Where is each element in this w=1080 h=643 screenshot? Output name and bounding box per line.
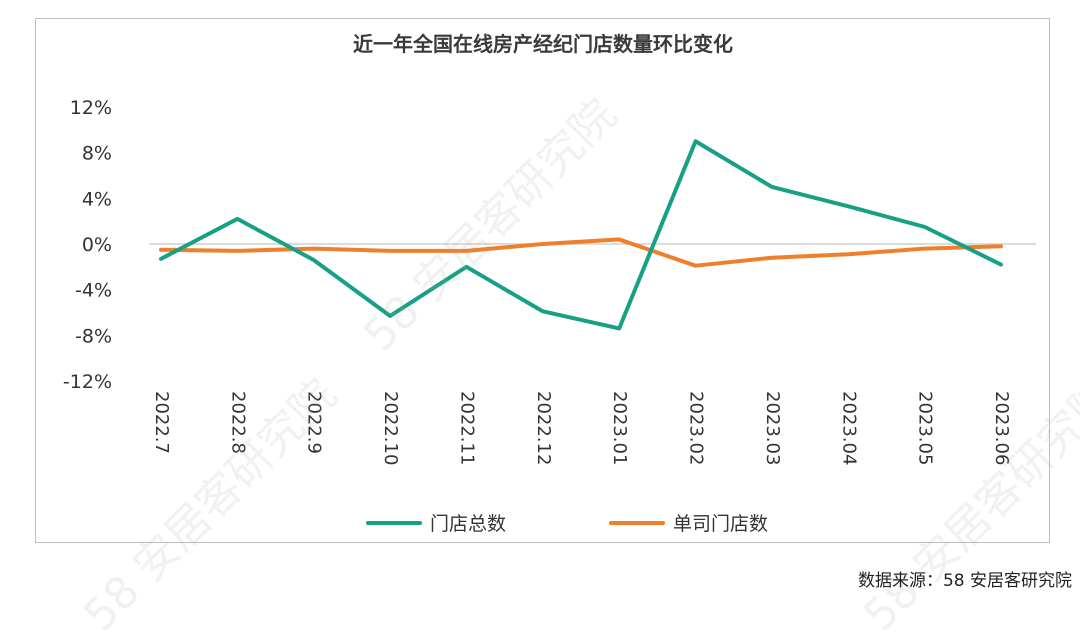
x-tick-label: 2022.10 bbox=[380, 391, 401, 465]
x-tick-label: 2023.03 bbox=[762, 391, 783, 465]
x-tick-label: 2022.7 bbox=[151, 391, 172, 454]
y-tick-label: 0% bbox=[82, 234, 112, 256]
x-tick-label: 2023.06 bbox=[991, 391, 1012, 465]
x-tick-label: 2023.01 bbox=[609, 391, 630, 465]
y-tick-label: -12% bbox=[63, 371, 112, 393]
y-tick-label: -4% bbox=[75, 280, 112, 302]
series-lines bbox=[161, 141, 1001, 328]
y-tick-label: 8% bbox=[82, 143, 112, 165]
chart-title: 近一年全国在线房产经纪门店数量环比变化 bbox=[353, 32, 733, 56]
x-tick-label: 2022.8 bbox=[227, 391, 248, 454]
y-tick-label: 4% bbox=[82, 188, 112, 210]
y-tick-label: -8% bbox=[75, 325, 112, 347]
legend-label: 单司门店数 bbox=[673, 513, 768, 535]
y-tick-label: 12% bbox=[70, 97, 112, 119]
series-line bbox=[161, 141, 1001, 328]
legend: 门店总数 单司门店数 bbox=[368, 513, 768, 535]
x-tick-label: 2022.12 bbox=[533, 391, 554, 465]
x-tick-label: 2023.02 bbox=[686, 391, 707, 465]
legend-label: 门店总数 bbox=[430, 513, 506, 535]
x-tick-label: 2023.05 bbox=[915, 391, 936, 465]
line-chart: 近一年全国在线房产经纪门店数量环比变化 12%8%4%0%-4%-8%-12% … bbox=[36, 19, 1051, 544]
chart-frame: 近一年全国在线房产经纪门店数量环比变化 12%8%4%0%-4%-8%-12% … bbox=[35, 18, 1050, 543]
y-axis-labels: 12% 8% 4% 0% -4% -8% -12% bbox=[63, 97, 112, 393]
source-note: 数据来源：58 安居客研究院 bbox=[858, 566, 1072, 591]
x-tick-label: 2022.9 bbox=[304, 391, 325, 454]
x-axis-labels: 2022.7 2022.8 2022.9 2022.10 2022.11 2022.12 2… bbox=[151, 391, 1012, 465]
x-tick-label: 2023.04 bbox=[838, 391, 859, 465]
x-tick-label: 2022.11 bbox=[456, 391, 477, 465]
